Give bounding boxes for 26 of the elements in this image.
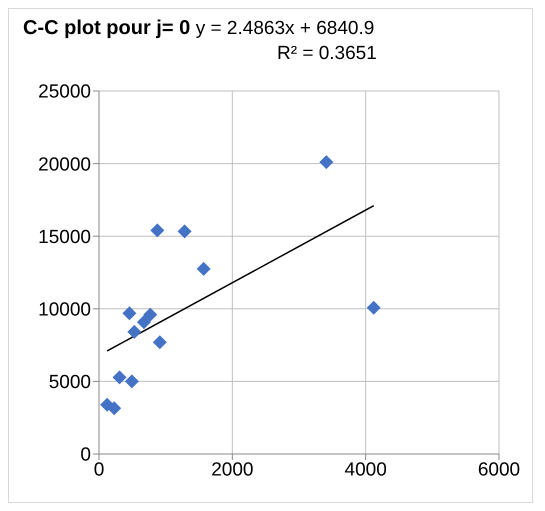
x-tick-label: 6000 [478, 459, 520, 480]
point [178, 224, 192, 238]
point [112, 370, 127, 384]
y-tick-label: 5000 [48, 372, 91, 394]
point [150, 223, 164, 238]
chart-title: C-C plot pour j= 0 [23, 17, 190, 39]
point [196, 262, 211, 276]
text: y = 2.4863x + 6840.9 [196, 18, 374, 39]
x-tick-label: 0 [94, 459, 104, 480]
y-tick-label: 0 [80, 444, 91, 466]
text: R² = 0.3651 [277, 43, 377, 65]
y-tick-label: 10000 [38, 300, 91, 321]
point [122, 306, 136, 320]
point [143, 308, 158, 322]
y-tick-label: 20000 [38, 154, 91, 176]
x-tick-label: 4000 [344, 459, 387, 480]
point [124, 374, 139, 388]
point [136, 315, 151, 330]
x-tick-label: 2000 [211, 459, 254, 480]
y-tick-label: 25000 [38, 82, 91, 103]
point [366, 300, 381, 315]
point [152, 335, 167, 350]
y-tick-label: 15000 [38, 226, 91, 248]
point [127, 324, 142, 339]
point [107, 401, 122, 416]
point [319, 155, 334, 170]
